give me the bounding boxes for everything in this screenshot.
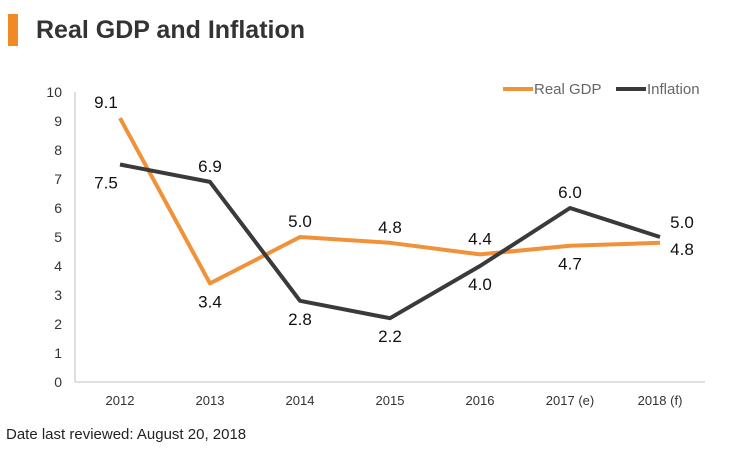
x-tick-label: 2017 (e) — [546, 393, 594, 408]
x-tick-label: 2013 — [196, 393, 225, 408]
real-gdp-series-line — [118, 117, 661, 286]
real-gdp-data-label: 4.8 — [670, 240, 694, 259]
y-tick-label: 7 — [54, 171, 62, 187]
x-tick-label: 2012 — [106, 393, 135, 408]
review-date-note: Date last reviewed: August 20, 2018 — [6, 426, 247, 443]
x-tick-label: 2018 (f) — [638, 393, 683, 408]
x-tick-label: 2016 — [466, 393, 495, 408]
real-gdp-legend-label: Real GDP — [534, 81, 602, 98]
y-tick-label: 5 — [54, 229, 62, 245]
real-gdp-data-label: 4.7 — [558, 255, 582, 274]
inflation-data-label: 6.0 — [558, 183, 582, 202]
y-tick-label: 10 — [46, 84, 62, 100]
real-gdp-data-label: 4.4 — [468, 229, 492, 248]
inflation-data-label: 2.2 — [378, 327, 402, 346]
inflation-data-label: 6.9 — [198, 157, 222, 176]
inflation-data-label: 5.0 — [670, 213, 694, 232]
y-tick-label: 0 — [54, 374, 62, 390]
x-tick-label: 2015 — [376, 393, 405, 408]
inflation-data-label: 7.5 — [94, 174, 118, 193]
y-tick-label: 1 — [54, 345, 62, 361]
real-gdp-data-label: 4.8 — [378, 218, 402, 237]
real-gdp-data-label: 5.0 — [288, 212, 312, 231]
x-tick-label: 2014 — [286, 393, 315, 408]
y-tick-label: 4 — [54, 258, 62, 274]
inflation-data-label: 4.0 — [468, 275, 492, 294]
y-tick-label: 9 — [54, 113, 62, 129]
y-tick-label: 3 — [54, 287, 62, 303]
title-accent-bar — [8, 14, 18, 46]
inflation-legend-label: Inflation — [647, 81, 700, 98]
y-tick-label: 2 — [54, 316, 62, 332]
y-tick-label: 8 — [54, 142, 62, 158]
inflation-data-label: 2.8 — [288, 310, 312, 329]
page-title: Real GDP and Inflation — [36, 16, 306, 44]
real-gdp-data-label: 9.1 — [94, 93, 118, 112]
real-gdp-data-label: 3.4 — [198, 292, 222, 311]
inflation-series-line — [119, 162, 661, 321]
y-tick-label: 6 — [54, 200, 62, 216]
